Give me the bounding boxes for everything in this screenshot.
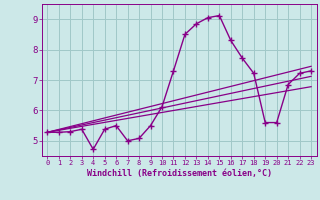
X-axis label: Windchill (Refroidissement éolien,°C): Windchill (Refroidissement éolien,°C) <box>87 169 272 178</box>
